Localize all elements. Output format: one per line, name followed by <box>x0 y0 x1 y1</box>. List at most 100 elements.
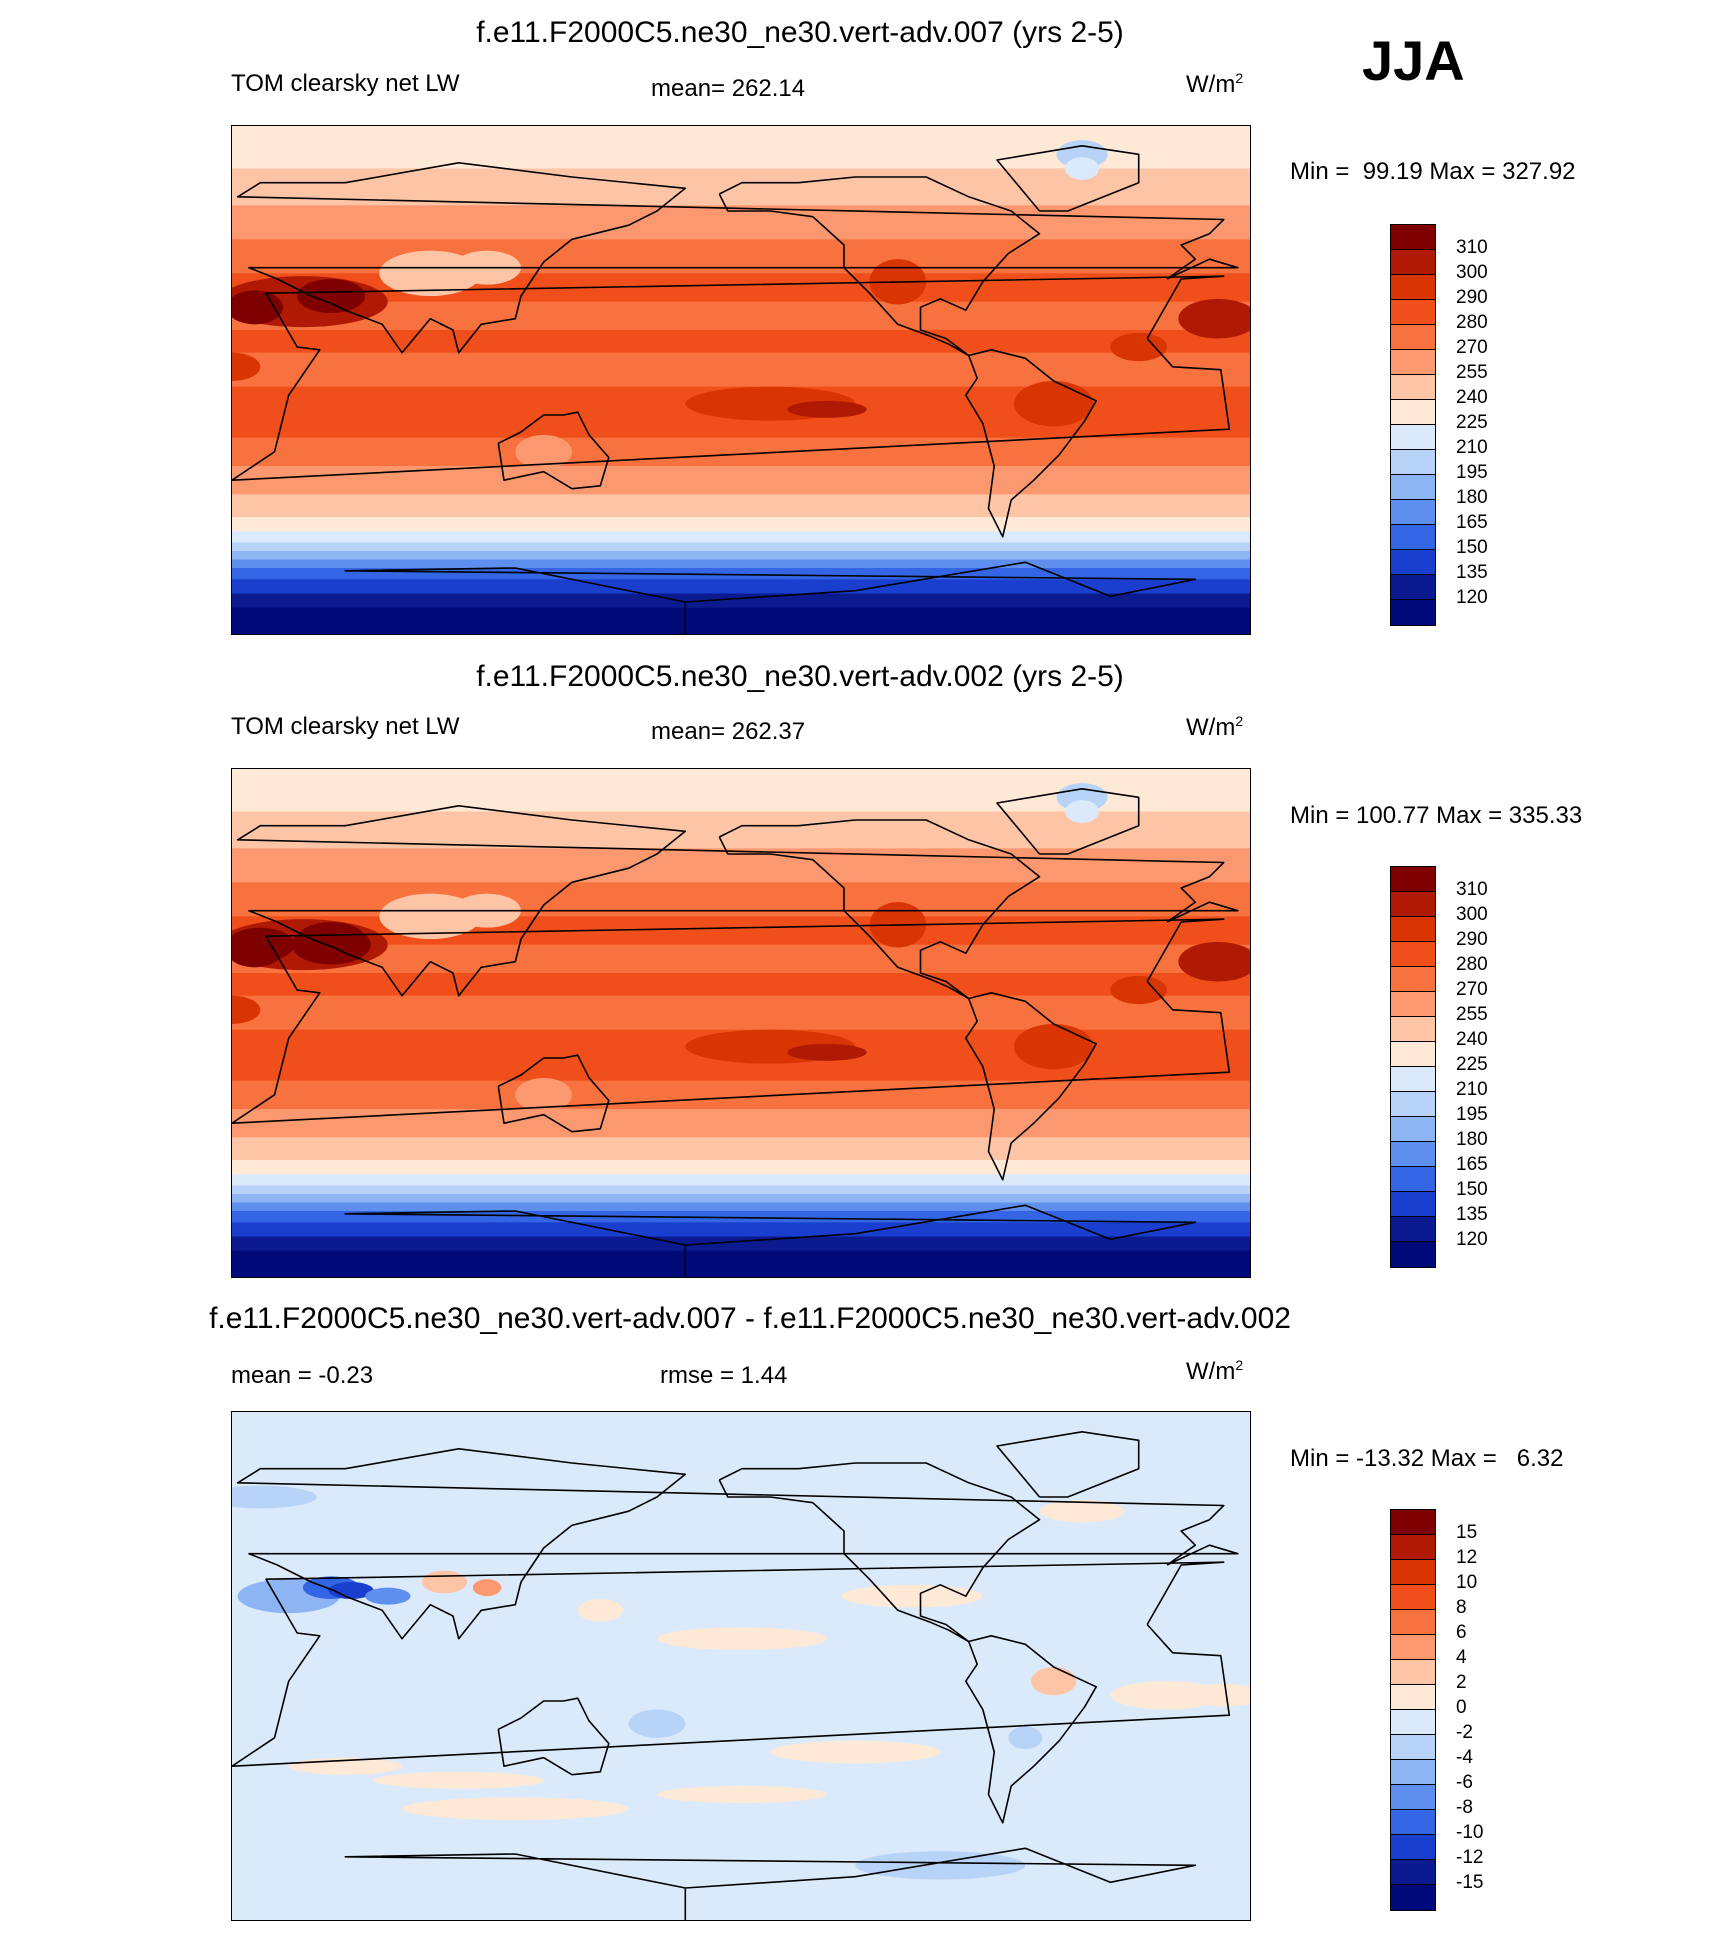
colorbar-swatch <box>1391 1067 1435 1092</box>
contour-region <box>1014 1024 1094 1070</box>
contour-region <box>1039 1499 1125 1523</box>
colorbar-tick-label: 150 <box>1456 1179 1488 1200</box>
coastline <box>996 1431 1140 1498</box>
latitude-band <box>232 973 1250 997</box>
colorbar-swatch <box>1391 1585 1435 1610</box>
colorbar-swatch <box>1391 1885 1435 1910</box>
colorbar-tick-label: 12 <box>1456 1547 1478 1568</box>
colorbar-tick-label: 135 <box>1456 1204 1488 1225</box>
colorbar-swatch <box>1391 1560 1435 1585</box>
colorbar-tick-label: 270 <box>1456 979 1488 1000</box>
contour-region <box>297 279 366 313</box>
contour-region <box>1110 332 1167 362</box>
contour-region <box>1065 157 1099 180</box>
coastline <box>344 1847 1197 1920</box>
colorbar <box>1390 1509 1436 1911</box>
colorbar-swatch <box>1391 1610 1435 1635</box>
colorbar-swatch <box>1391 917 1435 942</box>
contour-region <box>472 1579 502 1597</box>
colorbar-tick-label: 165 <box>1456 512 1488 533</box>
colorbar-tick-label: 255 <box>1456 362 1488 383</box>
map-field <box>232 126 1250 634</box>
latitude-band <box>232 607 1250 634</box>
colorbar-tick-label: -12 <box>1456 1847 1484 1868</box>
contour-region <box>787 1043 867 1061</box>
colorbar-swatch <box>1391 375 1435 400</box>
contour-region <box>515 1077 572 1112</box>
colorbar-swatch <box>1391 400 1435 425</box>
latitude-band <box>232 1250 1250 1277</box>
colorbar-swatch <box>1391 1835 1435 1860</box>
contour-region <box>232 1485 317 1509</box>
colorbar-tick-label: 240 <box>1456 387 1488 408</box>
units-label: W/m2 <box>1186 1357 1244 1385</box>
map-plot <box>231 125 1251 635</box>
colorbar-tick-label: 10 <box>1456 1572 1478 1593</box>
colorbar-swatch <box>1391 500 1435 525</box>
contour-region <box>577 1599 623 1622</box>
colorbar-swatch <box>1391 300 1435 325</box>
contour-region <box>402 1797 629 1820</box>
colorbar-swatch <box>1391 1860 1435 1885</box>
colorbar-swatch <box>1391 325 1435 350</box>
latitude-band <box>232 352 1250 388</box>
colorbar-tick-label: 120 <box>1456 1229 1488 1250</box>
contour-region <box>770 1740 941 1764</box>
latitude-band <box>232 1412 1250 1920</box>
units-label: W/m2 <box>1186 713 1244 741</box>
coastline <box>497 1054 610 1133</box>
contour-region <box>328 1582 374 1599</box>
latitude-band <box>232 551 1250 560</box>
minmax-label: Min = 99.19 Max = 327.92 <box>1290 158 1576 185</box>
coastline <box>996 145 1140 212</box>
contour-region <box>373 1771 544 1789</box>
colorbar-swatch <box>1391 425 1435 450</box>
colorbar-tick-label: -15 <box>1456 1872 1484 1893</box>
contour-region <box>657 1627 827 1650</box>
map-field <box>232 769 1250 1277</box>
mean-label: mean = -0.23 <box>231 1362 374 1389</box>
coastline <box>232 275 1231 481</box>
colorbar-tick-label: 180 <box>1456 487 1488 508</box>
colorbar-tick-label: 240 <box>1456 1029 1488 1050</box>
colorbar-swatch <box>1391 1785 1435 1810</box>
colorbar-swatch <box>1391 992 1435 1017</box>
colorbar-tick-label: 6 <box>1456 1622 1467 1643</box>
colorbar-tick-label: 310 <box>1456 879 1488 900</box>
coastline <box>718 1462 1041 1643</box>
colorbar-swatch <box>1391 892 1435 917</box>
colorbar-swatch <box>1391 475 1435 500</box>
colorbar-swatch <box>1391 1810 1435 1835</box>
colorbar-tick-label: 280 <box>1456 312 1488 333</box>
mean-label: mean= 262.37 <box>651 718 806 745</box>
colorbar-tick-label: -2 <box>1456 1722 1473 1743</box>
latitude-band <box>232 1109 1250 1138</box>
contour-region <box>1181 1684 1250 1707</box>
colorbar-swatch <box>1391 1042 1435 1067</box>
coastline <box>232 918 1231 1124</box>
colorbar-tick-label: 4 <box>1456 1647 1467 1668</box>
colorbar-swatch <box>1391 1117 1435 1142</box>
colorbar-swatch <box>1391 525 1435 550</box>
contour-region <box>841 1584 983 1608</box>
latitude-band <box>232 1222 1250 1237</box>
contour-region <box>1178 298 1250 339</box>
colorbar-swatch <box>1391 600 1435 625</box>
colorbar-swatch <box>1391 350 1435 375</box>
coastline <box>232 1561 1231 1767</box>
contour-region <box>365 1587 411 1605</box>
contour-region <box>1065 800 1099 823</box>
coastline <box>344 561 1197 634</box>
latitude-band <box>232 1194 1250 1203</box>
colorbar-tick-label: 15 <box>1456 1522 1478 1543</box>
colorbar-tick-label: 195 <box>1456 1104 1488 1125</box>
colorbar-swatch <box>1391 575 1435 600</box>
latitude-band <box>232 1080 1250 1110</box>
colorbar-tick-label: 180 <box>1456 1129 1488 1150</box>
latitude-band <box>232 1137 1250 1161</box>
colorbar-tick-label: 210 <box>1456 437 1488 458</box>
colorbar-swatch <box>1391 967 1435 992</box>
coastline <box>718 819 1041 1000</box>
colorbar-swatch <box>1391 867 1435 892</box>
latitude-band <box>232 1211 1250 1223</box>
